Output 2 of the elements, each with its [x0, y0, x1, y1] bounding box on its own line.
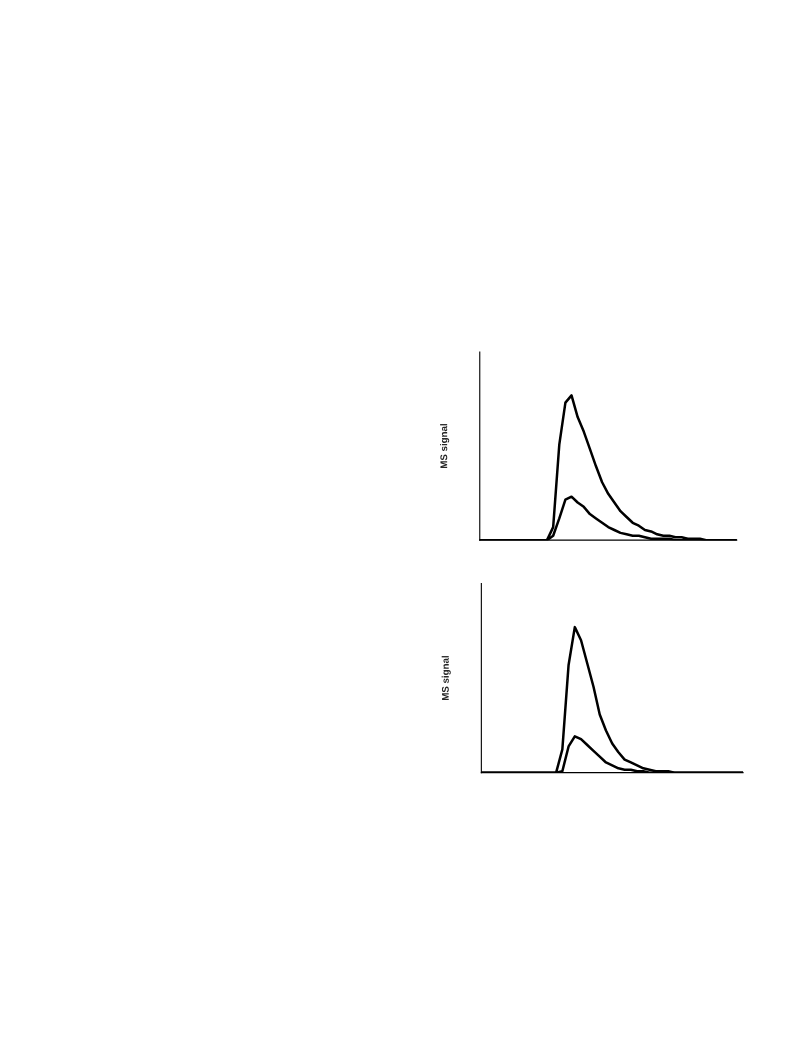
y-axis-title: MS signal	[440, 424, 450, 469]
y-axis-title: MS signal	[441, 656, 451, 701]
